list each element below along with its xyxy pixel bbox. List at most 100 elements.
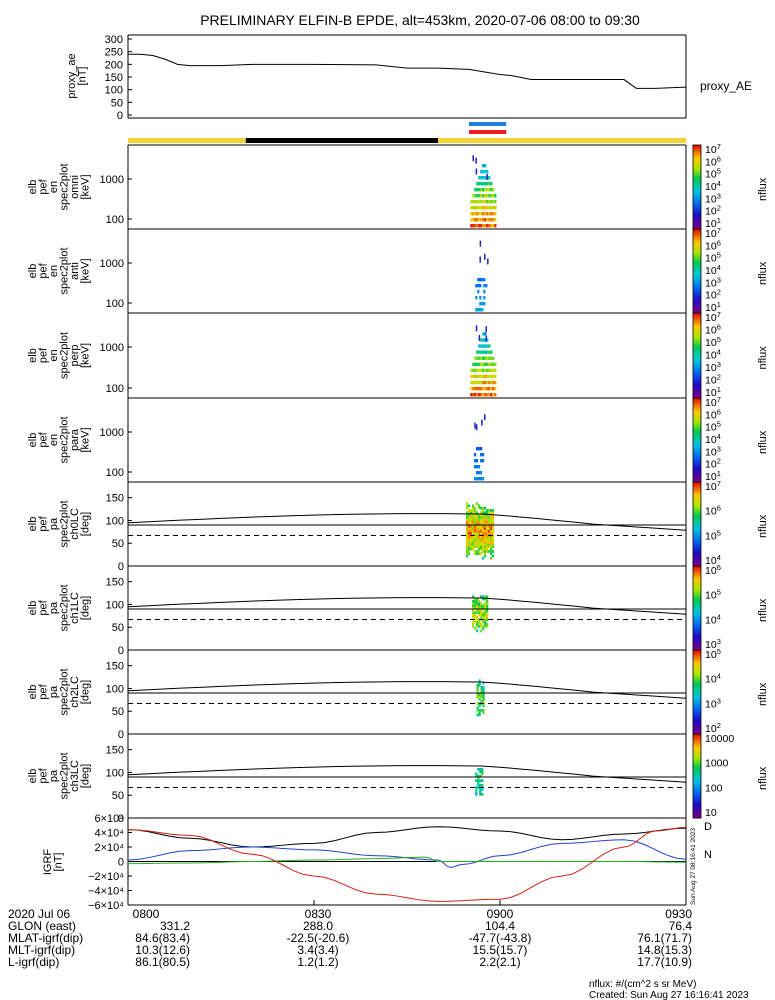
igrf-line-blue [127,839,687,868]
pa-spectrogram-cell [475,779,478,783]
pa-spectrogram-cell [477,774,480,778]
colorbar-segment [693,444,701,447]
spectrogram-cell [480,350,483,354]
spectrogram-cell [484,338,487,342]
pa-spectrogram-cell [465,552,469,556]
spectrogram-cell [483,284,486,288]
spectrogram-cell [479,459,483,463]
pa-spectrogram-cell [473,509,477,512]
y-tick-label: 50 [112,538,124,550]
y-axis-label-line: elb [27,769,39,784]
colorbar-segment [693,746,701,750]
pa-spectrogram-cell [467,550,471,553]
colorbar-segment [693,767,701,771]
pa-spectrogram-cell [481,506,485,510]
spectrogram-cell [475,284,478,288]
colorbar-segment [693,706,701,710]
y-axis-label-line: perp [69,344,81,366]
spectrogram-cell [490,380,493,385]
colorbar-segment [693,310,701,314]
pa-spectrogram-cell [484,611,487,615]
spectrogram-cell [475,465,479,469]
y-axis-label-line: para [69,428,81,451]
ephemeris-value: 86.1(80.5) [135,955,190,969]
anti-loss-cone-curve [127,765,687,783]
pa-spectrogram-cell [479,788,482,792]
colorbar-segment [693,378,701,382]
colorbar-segment [693,534,701,538]
colorbar-segment [693,351,701,354]
y-axis-label-line: IGRF [42,849,54,876]
pa-spectrogram-cell [467,529,471,533]
colorbar-segment [693,429,701,433]
pa-spectrogram-cell [481,788,484,792]
colorbar-segment [693,323,701,327]
spectrogram-cell [472,386,475,391]
spectrogram-cell [470,374,473,379]
colorbar-segment [693,776,701,779]
spectrogram-cell [482,176,485,180]
spectrogram-cell [470,393,473,397]
y-tick-label: 250 [105,47,123,59]
y-tick-label: 150 [106,745,124,757]
pa-spectrogram-cell [482,697,485,701]
colorbar-segment [693,243,701,247]
pa-spectrogram-cell [474,604,477,608]
colorbar-segment [693,454,701,458]
pa-spectrogram-cell [483,518,487,521]
pa-spectrogram-cell [475,545,479,549]
pa-spectrogram-cell [469,522,473,526]
colorbar-segment [693,425,701,428]
spectrogram-cell [481,302,484,306]
spectrogram-cell [480,368,483,373]
spectrogram-cell [484,218,487,222]
pa-spectrogram-cell [483,543,487,546]
ephemeris-value: 17.7(10.9) [637,955,692,969]
spectrogram-cell [470,206,473,210]
colorbar-segment [693,262,701,266]
pa-spectrogram-cell [484,595,487,599]
pa-spectrogram-cell [489,556,493,560]
pa-spectrogram-cell [491,545,495,549]
colorbar-segment [693,505,701,508]
ephemeris-value: -22.5(-20.6) [287,931,350,945]
spectrogram-cell [478,380,481,385]
pa-spectrogram-cell [479,511,483,515]
colorbar-segment [693,300,701,303]
pa-spectrogram-cell [477,777,480,780]
anti-loss-cone-curve [127,597,687,615]
pa-spectrogram-cell [465,513,469,517]
colorbar-segment [693,218,701,222]
spectrogram-cell [480,182,483,186]
pa-spectrogram-cell [476,604,479,608]
pa-spectrogram-cell [480,622,483,626]
pa-spectrogram-cell [476,695,479,699]
spectrogram-cell [490,212,493,216]
pa-spectrogram-cell [467,525,471,528]
pa-spectrogram-cell [489,536,493,540]
pa-spectrogram-cell [491,525,495,528]
spectrogram-cell [474,218,477,222]
pa-spectrogram-cell [465,547,469,551]
pa-spectrogram-cell [489,531,493,535]
spectrogram-cell [472,380,475,385]
pa-spectrogram-cell [489,520,493,524]
pa-spectrogram-cell [482,690,485,694]
y-axis-label-line: [deg] [79,596,91,620]
pa-spectrogram-cell [487,531,491,535]
colorbar-segment [693,264,701,268]
colorbar-segment [693,461,701,464]
pa-spectrogram-cell [483,552,487,556]
pa-spectrogram-cell [491,538,495,542]
pa-spectrogram-cell [483,531,487,535]
colorbar-segment [693,794,701,798]
pa-spectrogram-cell [475,520,479,524]
spectrogram-cell [488,200,491,204]
pa-spectrogram-cell [479,552,483,556]
pa-spectrogram-cell [478,681,481,685]
colorbar-segment [693,412,701,416]
colorbar-segment [693,336,701,339]
